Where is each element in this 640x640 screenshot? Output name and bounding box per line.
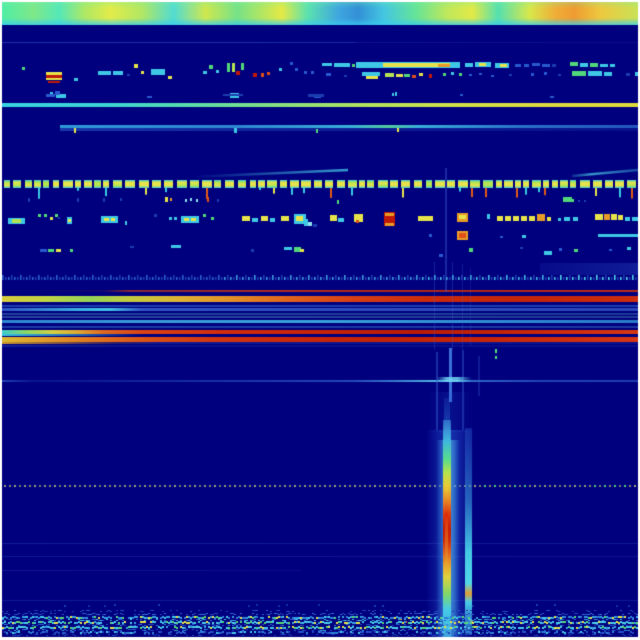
spectrogram-image [0, 0, 640, 640]
spectrogram-canvas [0, 0, 640, 640]
